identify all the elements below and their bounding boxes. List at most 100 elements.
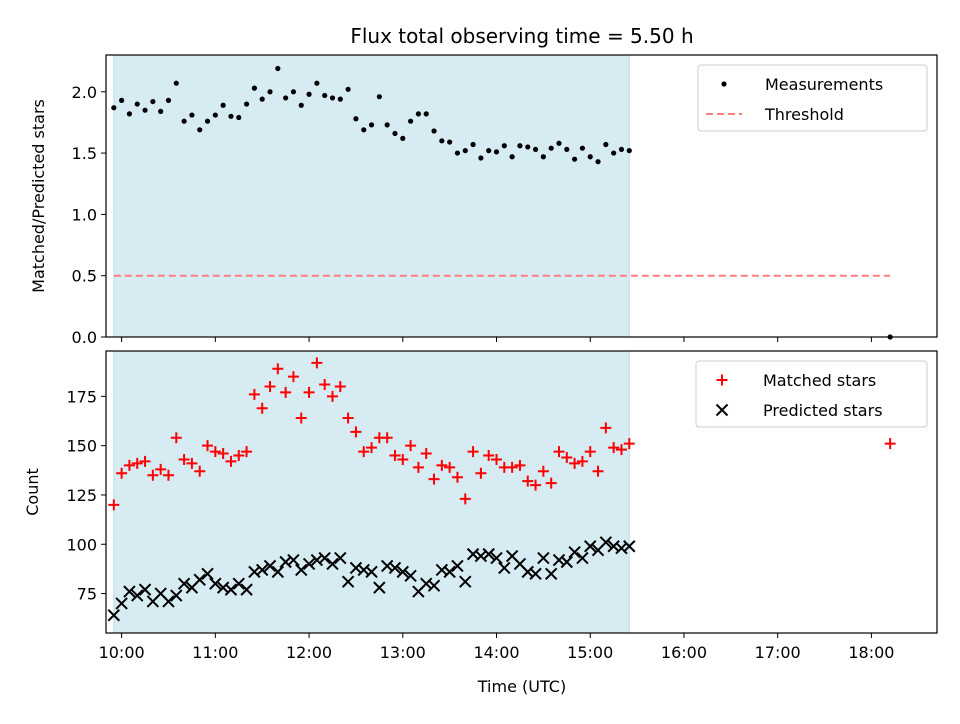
measurement-point	[439, 138, 445, 144]
matched-point	[256, 402, 268, 414]
matched-point	[311, 357, 323, 369]
predicted-point	[521, 565, 534, 579]
predicted-point	[349, 561, 363, 575]
measurement-point	[111, 105, 117, 111]
legend: Matched stars Predicted stars	[695, 360, 928, 428]
measurement-point	[290, 89, 297, 95]
predicted-point	[615, 541, 628, 555]
x-tick-label: 13:00	[380, 643, 426, 662]
measurement-point	[532, 146, 539, 153]
y-tick-label: 100	[66, 535, 97, 554]
y-tick-label: 75	[77, 585, 97, 604]
measurement-point	[368, 122, 375, 128]
predicted-point	[138, 583, 152, 596]
measurement-point	[126, 111, 133, 117]
measurement-point	[447, 139, 453, 145]
measurement-point	[275, 65, 281, 72]
measurement-point	[384, 122, 390, 128]
legend-marker	[715, 403, 729, 417]
measurement-point	[173, 80, 179, 86]
x-tick-label: 11:00	[192, 643, 238, 662]
panel-counts: 75 100 125 150 175 10:00 11:00 12:00 13:00 14:00 1…	[66, 350, 938, 662]
measurement-point	[407, 118, 414, 124]
matched-point	[389, 450, 401, 462]
y-tick-label: 0.0	[72, 328, 97, 347]
measurement-point	[142, 107, 148, 113]
measurement-point	[267, 89, 273, 95]
legend-marker	[721, 81, 727, 87]
predicted-point	[263, 559, 277, 573]
measurement-point	[212, 112, 218, 118]
matched-point	[358, 446, 370, 458]
matched-point	[584, 446, 596, 458]
predicted-point	[170, 589, 183, 602]
series-matched-stars	[108, 357, 896, 511]
measurement-point	[259, 96, 265, 102]
predicted-point	[248, 565, 261, 579]
matched-point	[264, 380, 276, 392]
matched-point	[623, 438, 635, 450]
predicted-point	[380, 559, 394, 573]
y-tick-label: 125	[66, 486, 97, 505]
matched-point	[884, 438, 896, 450]
matched-point	[545, 477, 557, 489]
matched-point	[561, 451, 573, 463]
matched-point	[147, 469, 159, 481]
measurement-point	[564, 146, 570, 153]
predicted-point	[209, 577, 222, 590]
matched-point	[569, 457, 581, 469]
y-tick-label: 1.5	[72, 144, 97, 163]
chart-title: Flux total observing time = 5.50 h	[350, 24, 693, 48]
predicted-point	[560, 555, 574, 569]
predicted-point	[576, 551, 589, 565]
legend-box	[697, 64, 928, 132]
predicted-point	[318, 551, 331, 565]
matched-point	[139, 455, 151, 467]
predicted-point	[466, 547, 480, 561]
predicted-point	[131, 589, 144, 602]
measurement-point	[329, 95, 336, 101]
predicted-point	[490, 551, 503, 565]
y-tick-label: 175	[66, 387, 97, 406]
matched-point	[514, 459, 526, 471]
predicted-point	[240, 583, 253, 596]
predicted-point	[623, 540, 636, 553]
matched-point	[342, 412, 354, 424]
predicted-point	[420, 577, 433, 590]
y-tick-label: 150	[66, 437, 97, 456]
matched-point	[350, 426, 362, 438]
matched-point	[428, 473, 440, 485]
measurement-point	[228, 113, 234, 119]
matched-point	[162, 469, 174, 481]
matched-point	[295, 412, 307, 424]
legend-label: Measurements	[765, 75, 883, 94]
x-tick-label: 10:00	[99, 643, 145, 662]
predicted-point	[232, 577, 245, 590]
measurement-point	[306, 91, 312, 97]
y-tick-label: 0.5	[72, 267, 97, 286]
predicted-point	[568, 545, 581, 559]
measurement-point	[556, 140, 562, 146]
matched-point	[186, 457, 198, 469]
predicted-point	[162, 595, 175, 608]
predicted-point	[271, 565, 285, 579]
measurement-point	[423, 111, 429, 117]
measurement-point	[181, 118, 187, 124]
measurement-point	[220, 102, 226, 108]
matched-point	[209, 446, 221, 458]
measurement-point	[236, 114, 242, 121]
predicted-point	[107, 609, 121, 622]
predicted-point	[373, 581, 386, 594]
measurement-point	[470, 141, 476, 148]
predicted-point	[435, 563, 449, 577]
measurement-point	[119, 97, 125, 103]
predicted-point	[544, 567, 558, 581]
legend-label: Matched stars	[763, 371, 876, 390]
measurement-point	[134, 101, 140, 107]
matched-point	[537, 465, 549, 477]
matched-point	[530, 479, 542, 491]
matched-point	[326, 390, 338, 402]
matched-point	[155, 463, 167, 475]
matched-point	[194, 465, 206, 477]
